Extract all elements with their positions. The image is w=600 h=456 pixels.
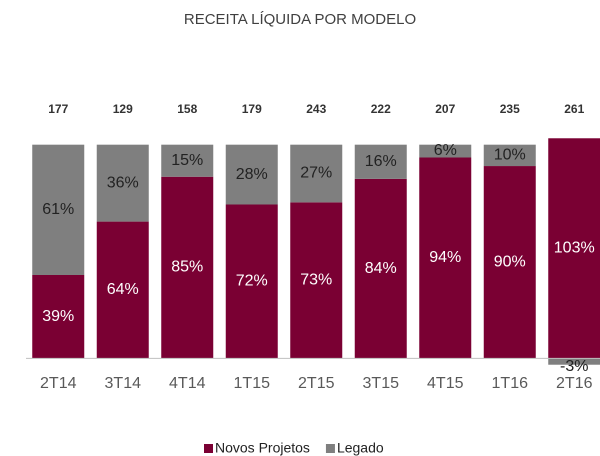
- data-label: 6%: [434, 142, 457, 159]
- total-label: 235: [500, 102, 520, 116]
- total-label: 129: [113, 102, 133, 116]
- bar-segment: [96, 221, 149, 359]
- total-label: 261: [564, 102, 584, 116]
- bar-segment: [483, 144, 536, 167]
- bar-segment: [290, 144, 343, 203]
- data-label: 84%: [365, 260, 397, 277]
- data-label: 10%: [494, 147, 526, 164]
- legend-swatch: [325, 444, 335, 453]
- data-label: 61%: [42, 201, 74, 218]
- data-label: 72%: [236, 273, 268, 290]
- x-tick-label: 1T16: [492, 375, 529, 392]
- legend-label: Novos Projetos: [215, 440, 310, 456]
- bar-segment: [548, 138, 600, 359]
- bar-segment: [483, 166, 536, 359]
- bar-segment: [290, 202, 343, 359]
- x-tick-label: 3T14: [105, 375, 142, 392]
- bar-segment: [161, 144, 214, 177]
- data-label: 15%: [171, 152, 203, 169]
- total-label: 177: [48, 102, 68, 116]
- total-label: 243: [306, 102, 326, 116]
- chart-title: RECEITA LÍQUIDA POR MODELO: [184, 11, 416, 28]
- data-label: 94%: [429, 249, 461, 266]
- data-label: 39%: [42, 308, 74, 325]
- data-label: -3%: [560, 358, 588, 375]
- data-label: 28%: [236, 166, 268, 183]
- data-label: 27%: [300, 165, 332, 182]
- x-tick-label: 2T16: [556, 375, 593, 392]
- total-label: 179: [242, 102, 262, 116]
- bar-segment: [419, 144, 472, 158]
- total-label: 207: [435, 102, 455, 116]
- bar-segment: [32, 275, 85, 359]
- data-label: 73%: [300, 272, 332, 289]
- x-tick-label: 3T15: [363, 375, 400, 392]
- total-label: 222: [371, 102, 391, 116]
- bar-segment: [419, 157, 472, 359]
- legend-swatch: [204, 444, 213, 453]
- data-label: 103%: [554, 240, 595, 257]
- data-label: 36%: [107, 174, 139, 191]
- data-label: 16%: [365, 153, 397, 170]
- bar-segment: [354, 144, 407, 179]
- bar-segment: [354, 178, 407, 359]
- data-label: 85%: [171, 259, 203, 276]
- bar-segment: [161, 176, 214, 359]
- bar-segment: [225, 144, 278, 205]
- x-tick-label: 4T14: [169, 375, 206, 392]
- data-label: 64%: [107, 281, 139, 298]
- x-tick-label: 4T15: [427, 375, 464, 392]
- x-tick-label: 2T15: [298, 375, 335, 392]
- bar-segment: [225, 204, 278, 359]
- x-tick-label: 2T14: [40, 375, 77, 392]
- bar-segment: [96, 144, 149, 222]
- data-label: 90%: [494, 253, 526, 270]
- bar-segment: [32, 144, 85, 275]
- x-tick-label: 1T15: [234, 375, 271, 392]
- bar-segment: [548, 358, 600, 365]
- legend-label: Legado: [337, 440, 384, 456]
- total-label: 158: [177, 102, 197, 116]
